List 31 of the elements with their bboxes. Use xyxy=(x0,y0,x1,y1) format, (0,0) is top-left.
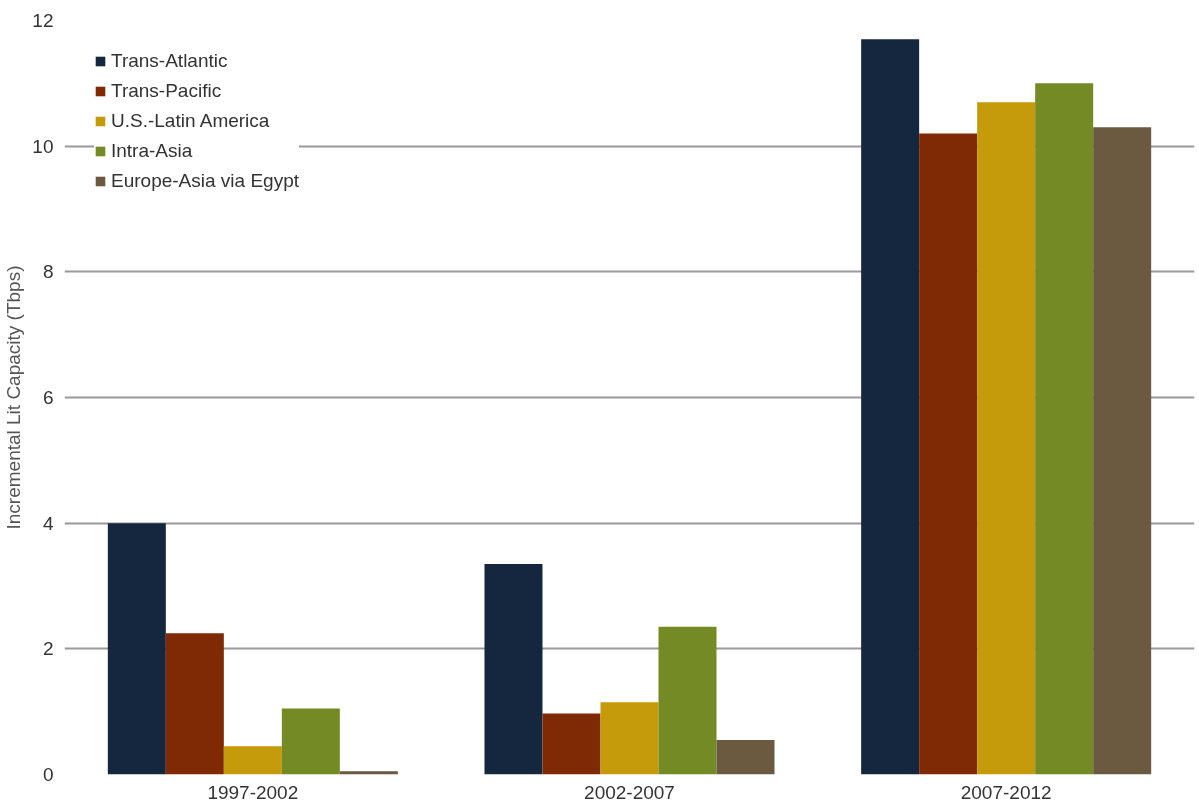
y-tick-label: 10 xyxy=(32,135,54,157)
bar xyxy=(716,739,775,775)
bar xyxy=(339,771,398,775)
x-tick-label: 2002-2007 xyxy=(584,781,675,801)
y-tick-label: 0 xyxy=(42,764,54,785)
bar xyxy=(1093,127,1152,775)
bar xyxy=(977,102,1036,775)
legend-label: Trans-Pacific xyxy=(111,80,222,102)
bar xyxy=(861,39,920,775)
bar xyxy=(1035,83,1094,775)
legend-label: Intra-Asia xyxy=(111,140,193,162)
bar xyxy=(658,626,717,775)
bar xyxy=(165,633,224,775)
y-tick-label: 8 xyxy=(42,261,54,283)
x-tick-label: 2007-2012 xyxy=(960,781,1052,801)
bar xyxy=(542,713,601,775)
y-tick-label: 4 xyxy=(42,512,54,534)
legend-label: Trans-Atlantic xyxy=(111,50,228,72)
legend-label: Europe-Asia via Egypt xyxy=(111,170,299,192)
y-tick-label: 12 xyxy=(32,10,54,31)
x-tick-label: 1997-2002 xyxy=(207,781,299,801)
bar xyxy=(600,702,659,775)
bar xyxy=(919,133,978,775)
y-tick-label: 2 xyxy=(42,638,54,660)
bar xyxy=(484,564,543,775)
y-axis-title: Incremental Lit Capacity (Tbps) xyxy=(3,265,25,530)
bar xyxy=(281,708,340,775)
y-tick-label: 6 xyxy=(42,387,54,408)
bar xyxy=(107,523,166,775)
bar xyxy=(223,746,282,775)
legend-label: U.S.-Latin America xyxy=(111,110,270,132)
